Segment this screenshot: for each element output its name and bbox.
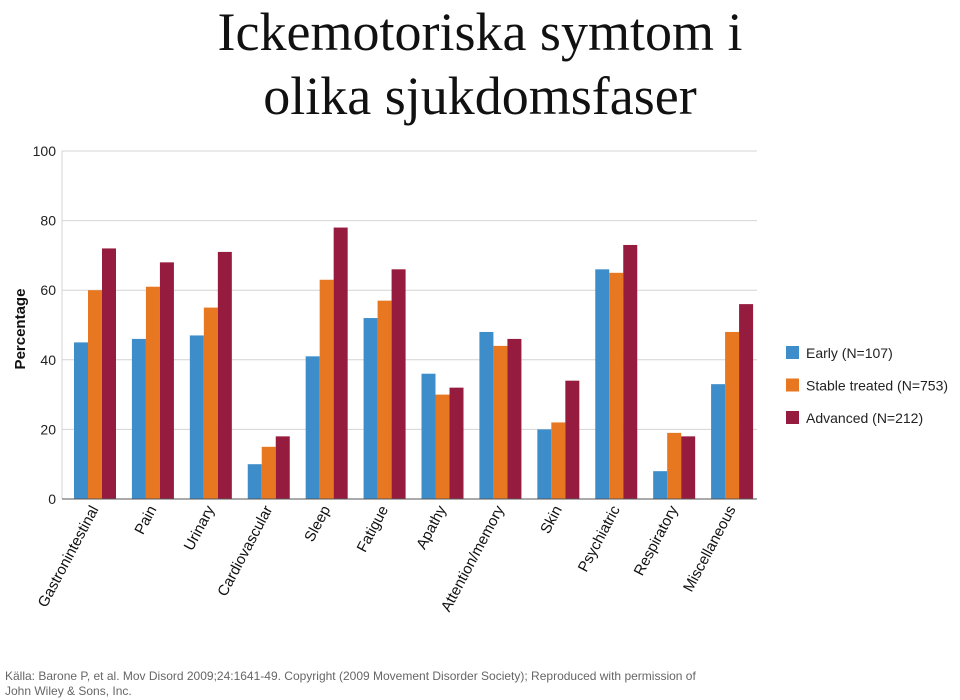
- bar: [493, 345, 508, 499]
- bar: [507, 338, 522, 499]
- y-axis-ticks: 0 20 40 60 80 100: [33, 143, 57, 507]
- y-axis-label: Percentage: [12, 289, 29, 370]
- bar: [88, 290, 102, 499]
- bar: [319, 279, 334, 499]
- y-tick-label: 60: [40, 282, 56, 298]
- x-tick-label: Attention/memory: [438, 502, 508, 614]
- legend-label: Stable treated (N=753): [806, 378, 948, 394]
- title-line-2: olika sjukdomsfaser: [263, 66, 697, 126]
- bar: [725, 331, 740, 499]
- y-tick-label: 40: [40, 352, 56, 368]
- bars: [74, 227, 754, 499]
- bar: [449, 387, 464, 499]
- x-tick-label: Fatigue: [354, 503, 393, 555]
- legend: Early (N=107) Stable treated (N=753) Advan…: [786, 345, 948, 426]
- bar: [261, 446, 276, 499]
- bar: [217, 251, 232, 499]
- legend-swatch: [786, 378, 799, 392]
- bar: [363, 318, 378, 499]
- x-tick-label: Gastronintestinal: [35, 503, 103, 610]
- bar: [189, 335, 204, 499]
- bar: [275, 436, 290, 499]
- x-tick-label: Skin: [537, 503, 566, 537]
- bar: [681, 436, 696, 499]
- y-tick-label: 80: [40, 213, 56, 229]
- bar: [595, 269, 610, 499]
- bar: [159, 262, 174, 499]
- bar: [203, 307, 218, 499]
- bar: [711, 384, 726, 499]
- bar: [739, 304, 754, 499]
- bar: [421, 373, 436, 499]
- bar: [305, 356, 320, 499]
- x-tick-label: Sleep: [301, 503, 334, 545]
- legend-label: Advanced (N=212): [806, 410, 923, 426]
- source-note: Källa: Barone P, et al. Mov Disord 2009;…: [5, 669, 696, 698]
- bar: [377, 300, 392, 499]
- y-tick-label: 0: [48, 491, 56, 507]
- y-tick-label: 100: [33, 143, 57, 159]
- bar: [667, 432, 682, 499]
- bar: [653, 471, 668, 499]
- bar: [435, 394, 450, 499]
- legend-swatch: [786, 411, 799, 424]
- legend-swatch: [786, 346, 799, 359]
- legend-label: Early (N=107): [806, 345, 893, 361]
- x-tick-label: Cardiovascular: [214, 503, 276, 599]
- bar: [102, 248, 116, 499]
- x-tick-label: Pain: [131, 503, 160, 537]
- bar: [131, 338, 146, 499]
- bar: [609, 272, 624, 499]
- bar-chart: 0 20 40 60 80 100 Percentage Gastronintestina…: [12, 143, 948, 615]
- bar: [479, 331, 494, 499]
- x-tick-label: Urinary: [181, 502, 219, 553]
- bar: [537, 429, 552, 499]
- bar: [551, 422, 566, 499]
- x-axis-tick-labels: Gastronintestinal Pain UrinaryCardiovascul…: [35, 502, 740, 614]
- bar: [391, 269, 406, 499]
- y-tick-label: 20: [40, 421, 56, 437]
- bar: [333, 227, 348, 499]
- bar: [565, 380, 580, 499]
- gridlines: [61, 150, 757, 499]
- x-tick-label: Respiratory: [631, 502, 682, 578]
- bar: [623, 244, 638, 499]
- x-tick-label: Apathy: [413, 502, 450, 552]
- bar: [74, 342, 88, 499]
- x-tick-label: Psychiatric: [575, 502, 624, 574]
- chart-title: Ickemotoriska symtom i olika sjukdomsfas…: [0, 0, 960, 128]
- title-line-1: Ickemotoriska symtom i: [217, 2, 743, 62]
- x-tick-label: Miscellaneous: [680, 503, 740, 595]
- bar: [145, 286, 160, 499]
- bar: [247, 464, 262, 499]
